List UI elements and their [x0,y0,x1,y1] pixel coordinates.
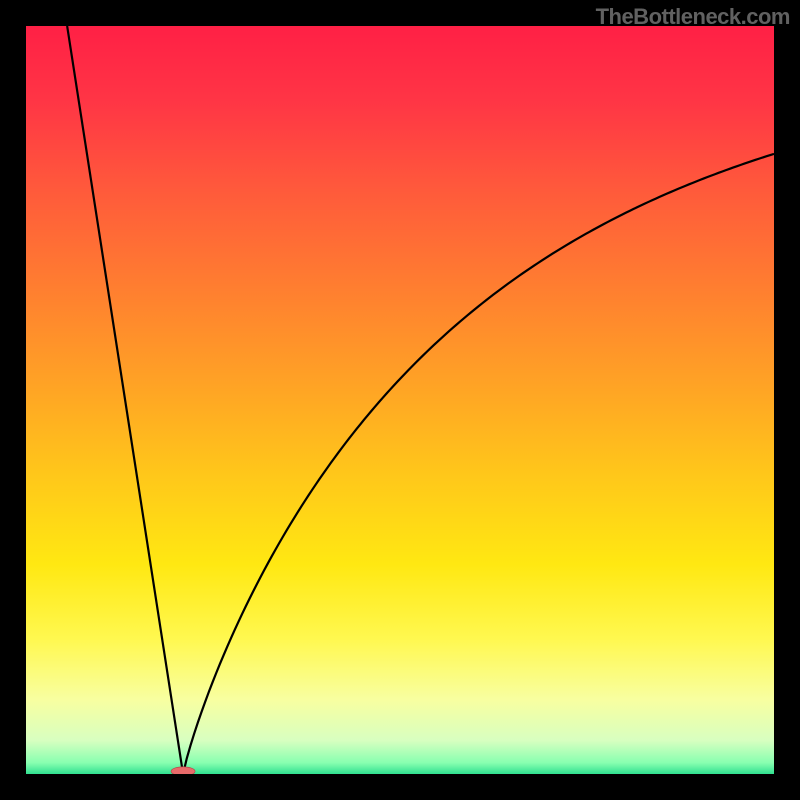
chart-svg [26,26,774,774]
plot-area [26,26,774,774]
watermark-text: TheBottleneck.com [596,4,790,30]
gradient-background [26,26,774,774]
chart-container: TheBottleneck.com [0,0,800,800]
minimum-marker [171,767,195,774]
